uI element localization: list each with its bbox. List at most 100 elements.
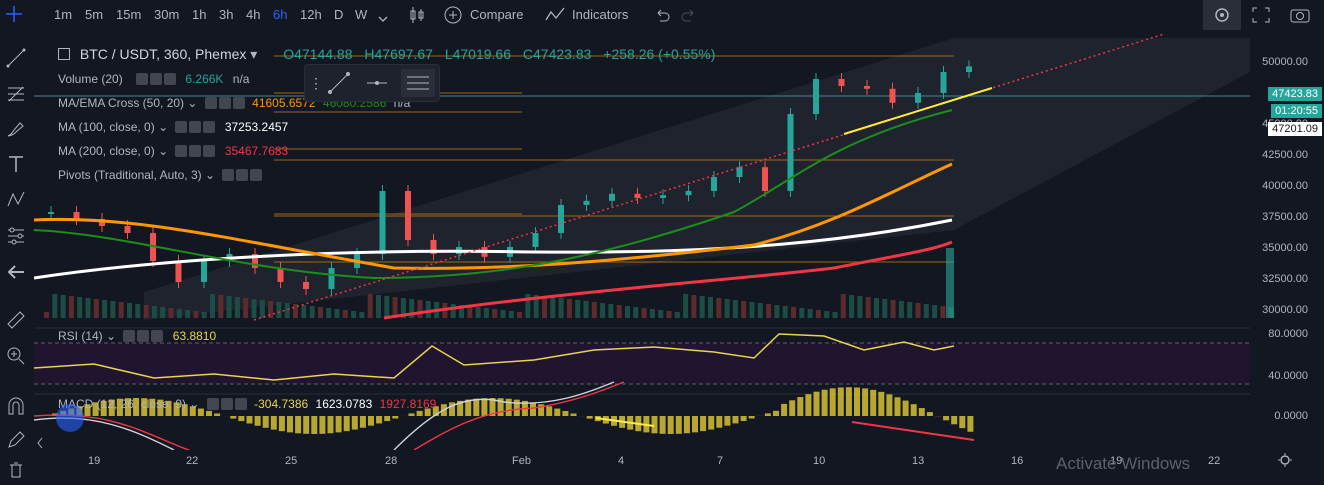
macd-bar <box>409 413 415 416</box>
horizontal-line-icon[interactable] <box>365 71 389 100</box>
volume-bar <box>584 301 589 318</box>
close-icon[interactable] <box>151 330 163 342</box>
line-tool-icon[interactable] <box>327 71 351 100</box>
settings-icon[interactable] <box>150 73 162 85</box>
trash-icon[interactable] <box>6 460 26 480</box>
interval-4h[interactable]: 4h <box>246 7 260 22</box>
chevron-down-icon[interactable]: ⌄ <box>158 144 168 158</box>
close-icon[interactable] <box>203 145 215 157</box>
close-icon[interactable] <box>203 121 215 133</box>
trend-line-icon[interactable] <box>6 48 26 68</box>
settings-icon[interactable] <box>189 145 201 157</box>
volume-bar <box>467 306 472 318</box>
pivots-legend[interactable]: Pivots (Traditional, Auto, 3) ⌄ <box>58 168 262 182</box>
chevron-down-icon[interactable]: ⌄ <box>106 329 116 343</box>
interval-12h[interactable]: 12h <box>300 7 322 22</box>
time-label: 22 <box>186 455 198 467</box>
chevron-down-icon[interactable]: ⌄ <box>189 397 199 411</box>
crosshair-icon[interactable] <box>6 6 22 22</box>
chevron-down-icon[interactable]: ⌄ <box>205 168 215 182</box>
collapse-icon[interactable] <box>58 48 70 60</box>
settings-icon[interactable] <box>137 330 149 342</box>
macd-bar <box>336 416 342 432</box>
interval-6h[interactable]: 6h <box>273 7 287 22</box>
eye-icon[interactable] <box>175 145 187 157</box>
settings-icon[interactable] <box>189 121 201 133</box>
interval-1h[interactable]: 1h <box>192 7 206 22</box>
chevron-down-icon[interactable] <box>378 10 388 28</box>
eye-icon[interactable] <box>222 169 234 181</box>
close-icon[interactable] <box>233 97 245 109</box>
macd-bar <box>838 387 844 416</box>
volume-bar <box>227 296 232 318</box>
multi-line-icon[interactable] <box>401 69 435 97</box>
settings-icon[interactable] <box>236 169 248 181</box>
interval-5m[interactable]: 5m <box>85 7 103 22</box>
settings-icon[interactable] <box>221 398 233 410</box>
macd-legend[interactable]: MACD (12, 26, close, 9) ⌄ -304.7386 1623… <box>58 397 436 411</box>
lock-pencil-icon[interactable] <box>6 430 26 450</box>
interval-3h[interactable]: 3h <box>219 7 233 22</box>
undo-icon[interactable] <box>654 7 670 28</box>
back-arrow-icon[interactable] <box>6 262 26 282</box>
time-label: 10 <box>813 455 825 467</box>
price-chart[interactable] <box>34 30 1250 450</box>
macd-bar <box>392 416 398 419</box>
candle-body <box>380 191 386 254</box>
eye-icon[interactable] <box>205 97 217 109</box>
chevron-down-icon[interactable]: ⌄ <box>187 96 197 110</box>
fib-icon[interactable] <box>6 84 26 104</box>
brush-icon[interactable] <box>6 120 26 140</box>
rsi-legend[interactable]: RSI (14) ⌄ 63.8810 <box>58 329 216 343</box>
interval-30m[interactable]: 30m <box>154 7 179 22</box>
compare-button[interactable]: Compare <box>470 7 523 22</box>
prediction-icon[interactable] <box>6 226 26 246</box>
camera-icon[interactable] <box>1290 7 1310 28</box>
pattern-icon[interactable] <box>6 190 26 210</box>
eye-icon[interactable] <box>123 330 135 342</box>
macd-bar <box>514 400 520 416</box>
chevron-down-icon[interactable]: ▾ <box>250 46 257 62</box>
ruler-icon[interactable] <box>6 310 26 330</box>
add-compare-icon[interactable] <box>444 6 462 29</box>
fullscreen-icon[interactable] <box>1252 7 1270 28</box>
text-icon[interactable] <box>6 154 26 174</box>
macd-bar <box>506 399 512 416</box>
settings-gear-icon[interactable] <box>1203 0 1241 30</box>
volume-bar <box>625 306 630 318</box>
interval-w[interactable]: W <box>355 7 367 22</box>
magnet-icon[interactable] <box>6 396 26 416</box>
volume-legend[interactable]: Volume (20) 6.266K n/a <box>58 72 249 86</box>
macd-axis-label: 0.0000 <box>1274 410 1308 422</box>
ma200-legend[interactable]: MA (200, close, 0) ⌄ 35467.7683 <box>58 144 288 158</box>
time-label: 22 <box>1208 455 1220 467</box>
macd-bar <box>716 416 722 428</box>
interval-1m[interactable]: 1m <box>54 7 72 22</box>
close-icon[interactable] <box>164 73 176 85</box>
volume-bar <box>916 303 921 318</box>
candles-icon[interactable] <box>408 6 426 29</box>
volume-bar <box>791 307 796 318</box>
close-icon[interactable] <box>250 169 262 181</box>
axis-settings-icon[interactable] <box>1277 452 1293 473</box>
ma100-legend[interactable]: MA (100, close, 0) ⌄ 37253.2457 <box>58 120 288 134</box>
macd-bar <box>700 416 706 431</box>
volume-bar <box>766 304 771 318</box>
indicators-button[interactable]: Indicators <box>572 7 628 22</box>
interval-15m[interactable]: 15m <box>116 7 141 22</box>
eye-icon[interactable] <box>175 121 187 133</box>
eye-icon[interactable] <box>207 398 219 410</box>
interval-d[interactable]: D <box>334 7 343 22</box>
zoom-icon[interactable] <box>6 346 26 366</box>
macd-bar <box>692 416 698 432</box>
drag-handle-icon[interactable]: ⋮ <box>309 75 323 92</box>
close-icon[interactable] <box>235 398 247 410</box>
user-avatar-icon[interactable] <box>56 404 84 432</box>
eye-icon[interactable] <box>136 73 148 85</box>
collapse-panel-icon[interactable] <box>36 436 44 455</box>
redo-icon[interactable] <box>681 7 697 28</box>
price-axis[interactable]: 50000.00 45000.00 42500.00 40000.00 3750… <box>1250 30 1324 450</box>
settings-icon[interactable] <box>219 97 231 109</box>
chevron-down-icon[interactable]: ⌄ <box>158 120 168 134</box>
indicators-icon[interactable] <box>545 6 565 29</box>
